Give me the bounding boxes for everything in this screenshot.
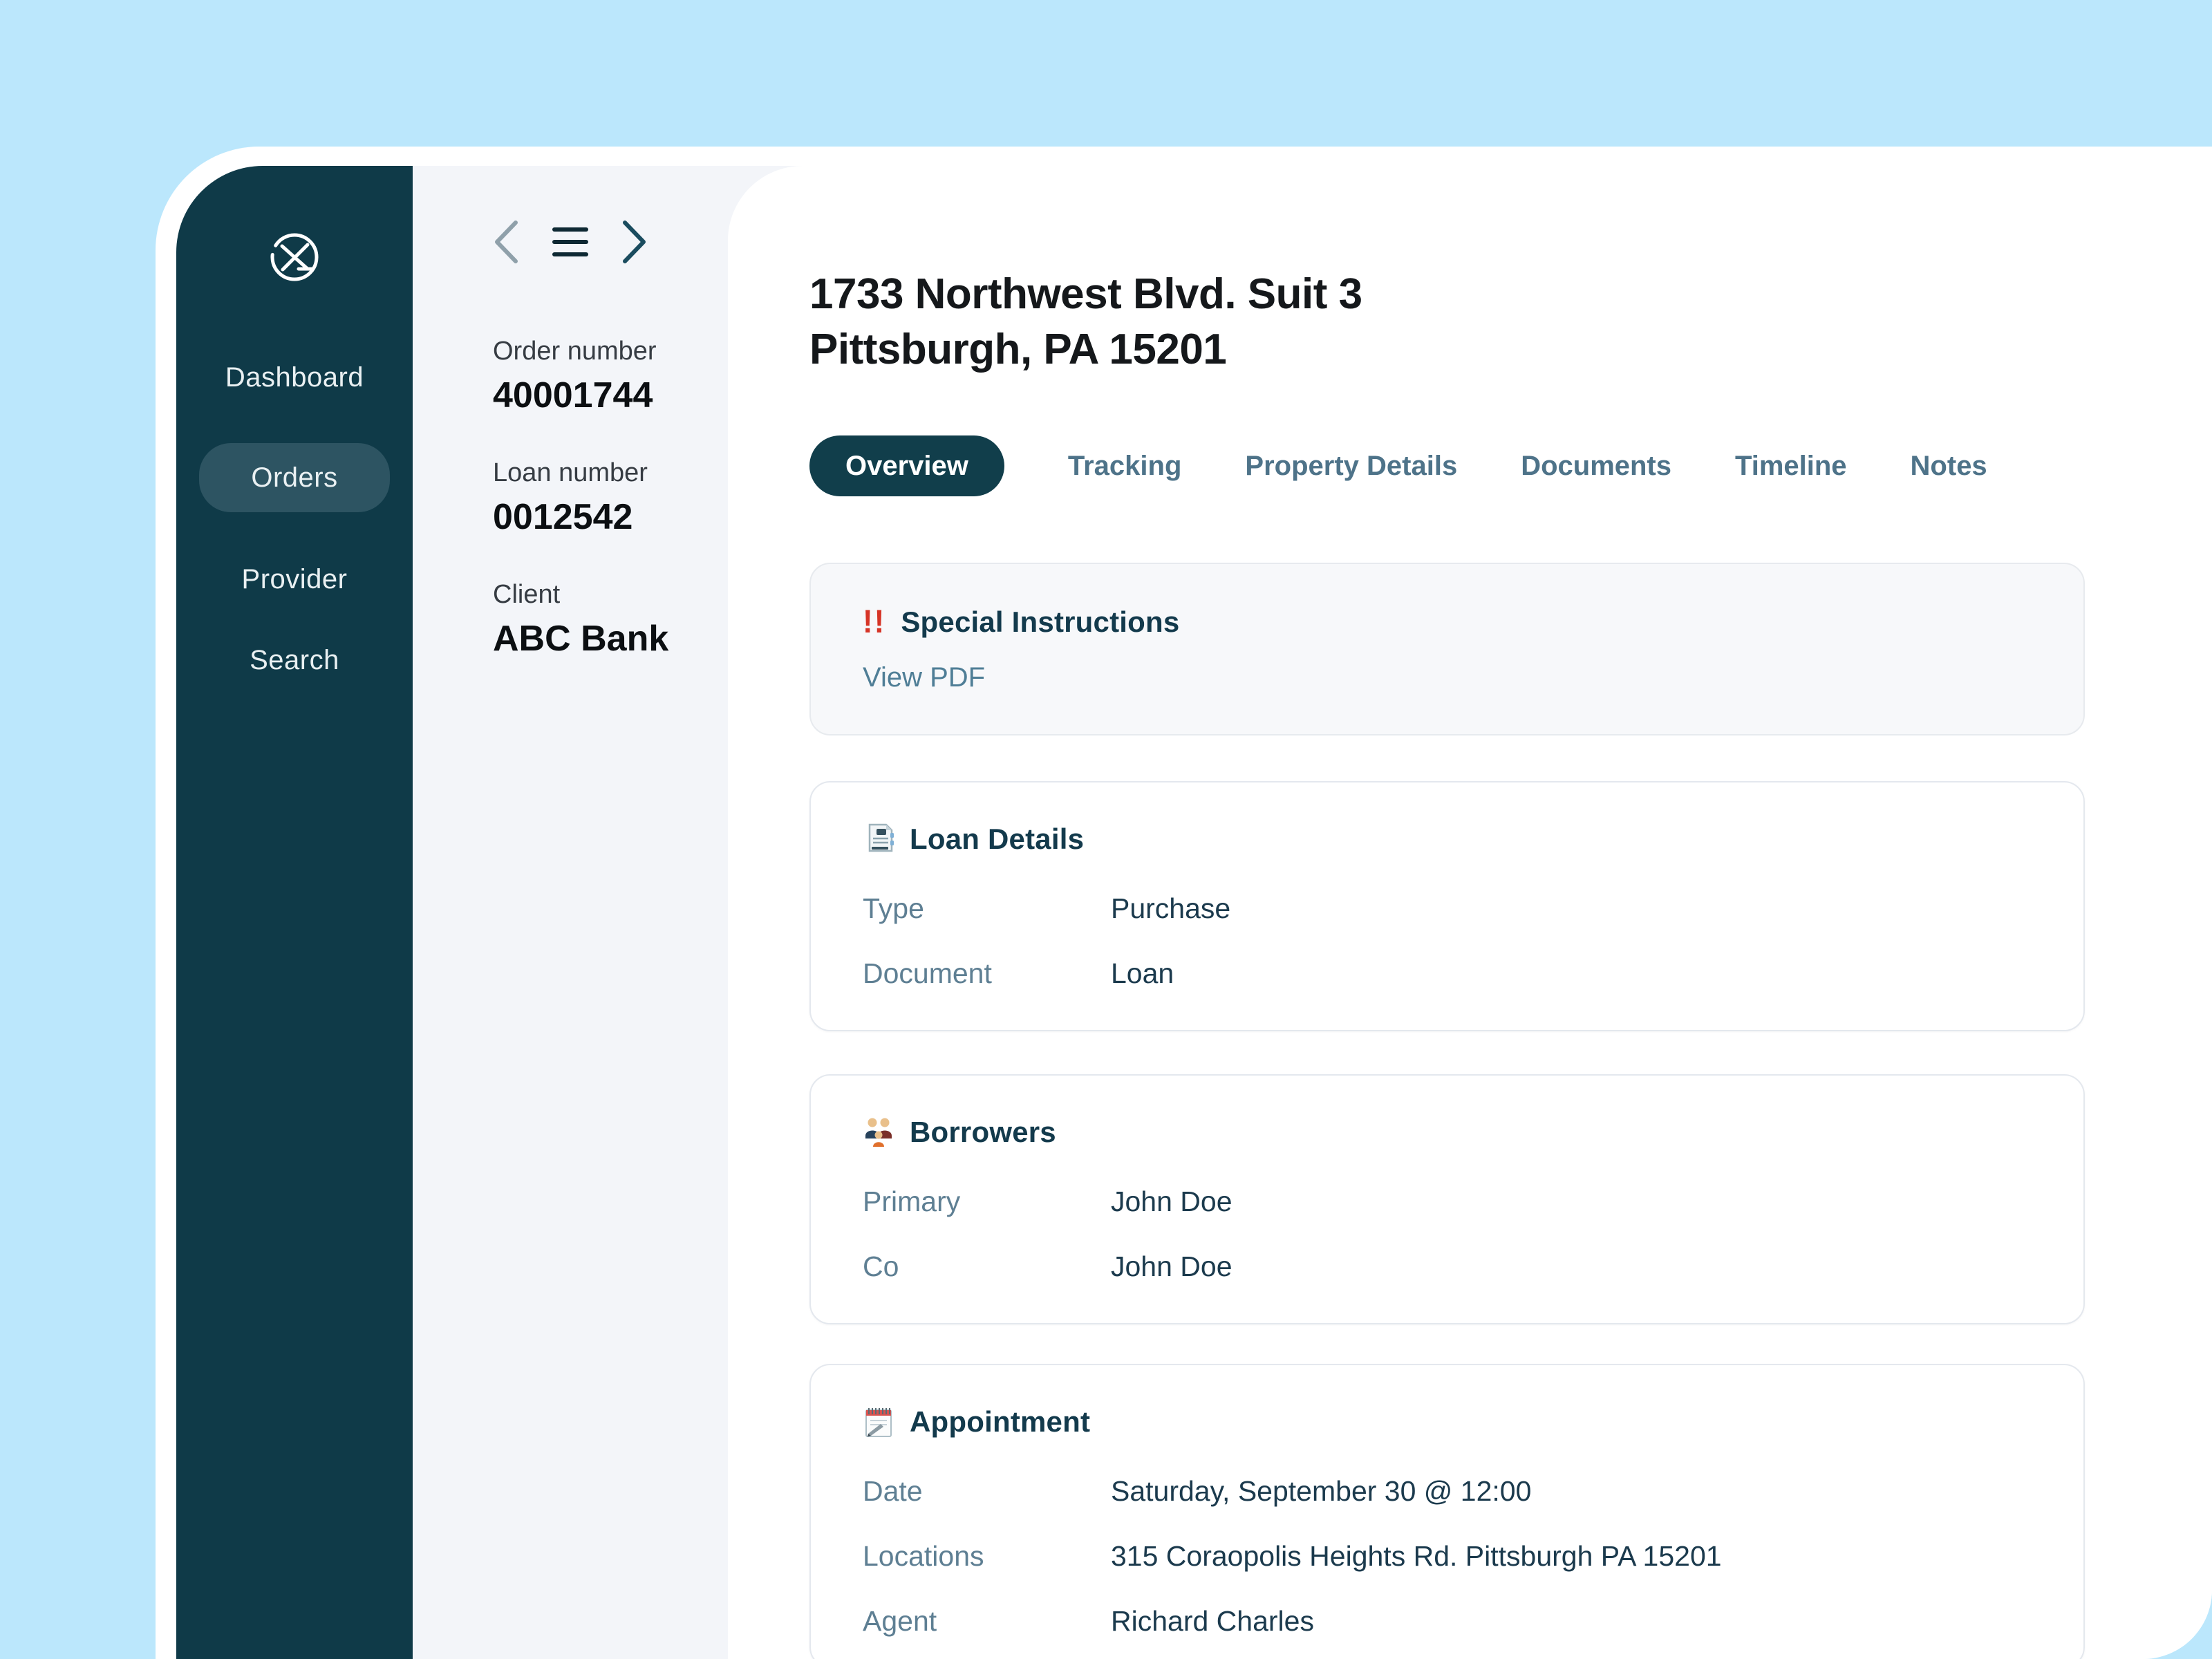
x-circle-logo-icon — [268, 231, 321, 283]
loan-number-label: Loan number — [493, 458, 648, 487]
sidebar-item-orders[interactable]: Orders — [199, 443, 390, 512]
main-content: 1733 Northwest Blvd. Suit 3 Pittsburgh, … — [728, 166, 2212, 1659]
loan-document-row: Document Loan — [863, 955, 2032, 991]
appointment-date-row: Date Saturday, September 30 @ 12:00 — [863, 1473, 2032, 1509]
tab-documents[interactable]: Documents — [1521, 450, 1671, 481]
appointment-date-label: Date — [863, 1474, 923, 1507]
tab-timeline[interactable]: Timeline — [1735, 450, 1847, 481]
order-number-value: 40001744 — [493, 375, 653, 415]
loan-document-value: Loan — [1111, 957, 1174, 989]
chevron-left-icon[interactable] — [493, 219, 519, 265]
sidebar: Dashboard Orders Provider Search — [176, 166, 413, 1659]
chevron-right-icon[interactable] — [621, 219, 648, 265]
special-instructions-card: !! Special Instructions View PDF — [809, 563, 2085, 735]
document-icon — [863, 823, 894, 855]
appointment-agent-label: Agent — [863, 1604, 937, 1637]
tab-tracking[interactable]: Tracking — [1067, 450, 1182, 481]
order-number-label: Order number — [493, 337, 657, 366]
loan-type-row: Type Purchase — [863, 890, 2032, 926]
sidebar-item-provider[interactable]: Provider — [241, 563, 348, 594]
loan-type-label: Type — [863, 892, 924, 924]
client-value: ABC Bank — [493, 619, 669, 659]
loan-number-field: Loan number 0012542 — [493, 456, 821, 539]
loan-number-value: 0012542 — [493, 497, 633, 537]
appointment-locations-value: 315 Coraopolis Heights Rd. Pittsburgh PA… — [1111, 1539, 1722, 1572]
appointment-title: Appointment — [910, 1405, 1091, 1438]
order-nav-row — [493, 216, 821, 268]
borrowers-title: Borrowers — [910, 1116, 1056, 1148]
tab-notes[interactable]: Notes — [1910, 450, 1987, 481]
appointment-agent-value: Richard Charles — [1111, 1604, 1314, 1637]
order-number-field: Order number 40001744 — [493, 335, 821, 418]
appointment-date-value: Saturday, September 30 @ 12:00 — [1111, 1474, 1532, 1507]
appointment-agent-row: Agent Richard Charles — [863, 1603, 2032, 1639]
primary-borrower-label: Primary — [863, 1185, 961, 1217]
loan-details-title: Loan Details — [910, 823, 1085, 855]
appointment-locations-row: Locations 315 Coraopolis Heights Rd. Pit… — [863, 1538, 2032, 1574]
co-borrower-label: Co — [863, 1250, 899, 1282]
borrowers-card: Borrowers Primary John Doe Co John Doe — [809, 1074, 2085, 1324]
co-borrower-row: Co John Doe — [863, 1248, 2032, 1284]
loan-details-card: Loan Details Type Purchase Document Loan — [809, 781, 2085, 1031]
spiral-notepad-icon — [863, 1406, 894, 1438]
client-label: Client — [493, 580, 561, 609]
app-logo[interactable] — [176, 231, 413, 283]
appointment-card: Appointment Date Saturday, September 30 … — [809, 1364, 2085, 1659]
client-field: Client ABC Bank — [493, 578, 821, 661]
menu-icon[interactable] — [552, 225, 588, 259]
loan-document-label: Document — [863, 957, 992, 989]
co-borrower-value: John Doe — [1111, 1250, 1232, 1282]
double-exclamation-icon: !! — [863, 603, 886, 640]
sidebar-item-dashboard[interactable]: Dashboard — [225, 362, 364, 393]
special-instructions-title: Special Instructions — [901, 606, 1180, 638]
tab-property-details[interactable]: Property Details — [1245, 450, 1458, 481]
app-window: Dashboard Orders Provider Search — [156, 147, 2212, 1659]
page-title-line1: 1733 Northwest Blvd. Suit 3 — [809, 270, 1362, 318]
page-title: 1733 Northwest Blvd. Suit 3 Pittsburgh, … — [809, 267, 2085, 377]
primary-borrower-value: John Doe — [1111, 1185, 1232, 1217]
page-title-line2: Pittsburgh, PA 15201 — [809, 326, 1227, 373]
appointment-locations-label: Locations — [863, 1539, 984, 1572]
family-icon — [863, 1116, 894, 1148]
loan-type-value: Purchase — [1111, 892, 1231, 924]
sidebar-item-search[interactable]: Search — [250, 644, 339, 675]
primary-borrower-row: Primary John Doe — [863, 1183, 2032, 1219]
tab-bar: Overview Tracking Property Details Docum… — [809, 435, 2085, 496]
view-pdf-link[interactable]: View PDF — [863, 662, 986, 693]
tab-overview[interactable]: Overview — [809, 435, 1004, 496]
